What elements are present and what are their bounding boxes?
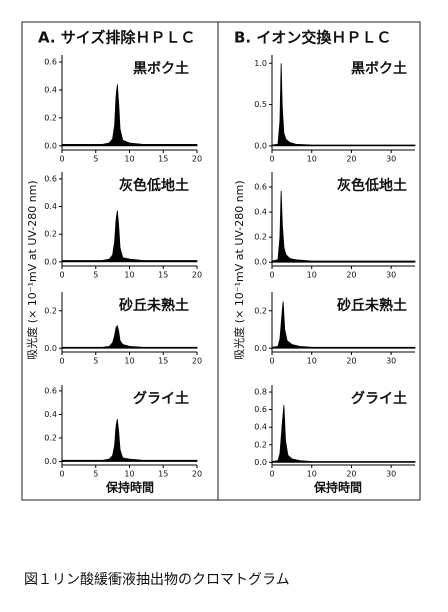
x-tick-label: 0 (269, 271, 274, 280)
x-tick-label: 30 (386, 155, 396, 164)
y-tick-label: 0.4 (44, 202, 57, 211)
x-tick-label: 15 (158, 155, 168, 164)
x-tick-label: 10 (307, 155, 317, 164)
x-tick-label: 0 (269, 155, 274, 164)
y-tick-label: 0.4 (44, 85, 57, 94)
soil-name: 砂丘未熟土 (118, 297, 189, 314)
frame (21, 21, 421, 501)
chromatogram (61, 84, 198, 147)
y-tick-label: 0.4 (254, 423, 267, 432)
x-tick-label: 0 (59, 470, 64, 479)
y-tick-label: 0.2 (254, 233, 267, 242)
x-tick-label: 10 (124, 357, 134, 366)
x-tick-label: 10 (124, 155, 134, 164)
y-tick-label: 0.0 (44, 344, 57, 353)
x-tick-label: 15 (158, 470, 168, 479)
y-tick-label: 0.0 (254, 458, 267, 467)
x-tick-label: 20 (192, 357, 202, 366)
soil-name: 灰色低地土 (119, 177, 189, 194)
soil-name: 灰色低地土 (337, 177, 407, 194)
column-header: A. サイズ排除ＨＰＬＣ (38, 29, 195, 47)
soil-name: 砂丘未熟土 (336, 297, 407, 314)
x-tick-label: 0 (269, 357, 274, 366)
x-tick-label: 0 (269, 470, 274, 479)
x-axis-label: 保持時間 (313, 480, 362, 495)
x-tick-label: 30 (386, 271, 396, 280)
caption: 図１リン酸緩衝液抽出物のクロマトグラム (24, 572, 290, 588)
y-tick-label: 0.0 (254, 344, 267, 353)
chromatogram (61, 210, 198, 263)
y-tick-label: 0.0 (44, 141, 57, 150)
chromatogram (61, 324, 198, 349)
y-tick-label: 0.2 (44, 433, 57, 442)
x-tick-label: 0 (59, 271, 64, 280)
y-tick-label: 0.0 (254, 258, 267, 267)
x-tick-label: 20 (346, 155, 356, 164)
x-tick-label: 15 (158, 271, 168, 280)
soil-name: グライ土 (351, 390, 407, 407)
y-tick-label: 0.2 (254, 306, 267, 315)
x-tick-label: 10 (307, 470, 317, 479)
y-tick-label: 0.0 (44, 257, 57, 266)
soil-name: 黒ボク土 (351, 60, 407, 77)
y-tick-label: 0.5 (254, 100, 267, 109)
x-tick-label: 5 (93, 357, 98, 366)
x-tick-label: 20 (192, 470, 202, 479)
y-axis-label: 吸光度 (× 10⁻¹mV at UV-280 nm) (232, 180, 246, 359)
y-tick-label: 0.6 (44, 386, 57, 395)
soil-name: グライ土 (133, 390, 189, 407)
x-tick-label: 0 (59, 155, 64, 164)
y-tick-label: 0.8 (254, 388, 267, 397)
x-tick-label: 10 (124, 271, 134, 280)
x-tick-label: 10 (307, 271, 317, 280)
chromatogram (271, 405, 416, 463)
x-tick-label: 5 (93, 155, 98, 164)
x-tick-label: 20 (346, 357, 356, 366)
y-tick-label: 0.6 (254, 405, 267, 414)
y-tick-label: 0.6 (254, 183, 267, 192)
y-tick-label: 0.2 (254, 440, 267, 449)
y-tick-label: 0.4 (44, 410, 57, 419)
x-tick-label: 20 (346, 271, 356, 280)
x-tick-label: 10 (307, 357, 317, 366)
x-tick-label: 30 (386, 470, 396, 479)
x-tick-label: 20 (346, 470, 356, 479)
x-tick-label: 5 (93, 271, 98, 280)
y-tick-label: 0.0 (44, 457, 57, 466)
x-tick-label: 20 (192, 271, 202, 280)
y-tick-label: 0.4 (254, 208, 267, 217)
y-axis-label: 吸光度 (× 10⁻¹mV at UV-280 nm) (25, 180, 39, 359)
y-tick-label: 0.2 (44, 113, 57, 122)
x-tick-label: 10 (124, 470, 134, 479)
y-tick-label: 0.2 (44, 230, 57, 239)
chromatogram (271, 63, 416, 147)
x-tick-label: 15 (158, 357, 168, 366)
x-axis-label: 保持時間 (105, 480, 154, 495)
x-tick-label: 5 (93, 470, 98, 479)
soil-name: 黒ボク土 (133, 60, 189, 77)
chromatogram (61, 419, 198, 462)
x-tick-label: 30 (386, 357, 396, 366)
y-tick-label: 0.0 (254, 141, 267, 150)
y-tick-label: 0.2 (44, 306, 57, 315)
y-tick-label: 0.6 (44, 57, 57, 66)
column-header: B. イオン交換ＨＰＬＣ (234, 29, 391, 47)
chromatogram (271, 301, 416, 349)
y-tick-label: 0.6 (44, 174, 57, 183)
chromatogram (271, 190, 416, 263)
y-tick-label: 1.0 (254, 59, 267, 68)
x-tick-label: 20 (192, 155, 202, 164)
x-tick-label: 0 (59, 357, 64, 366)
